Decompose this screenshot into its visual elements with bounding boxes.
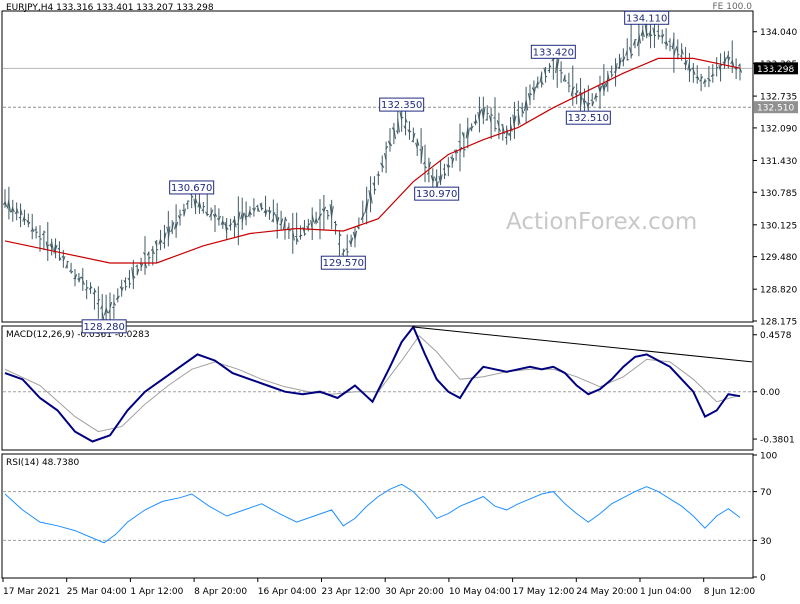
- price-label: 129.570: [323, 258, 364, 269]
- price-tick-label: 128.820: [760, 286, 797, 296]
- price-label: 130.670: [171, 183, 212, 194]
- price-bar-open: [420, 150, 422, 151]
- rsi-tick-label: 0: [760, 574, 766, 584]
- price-bar-close: [44, 232, 46, 233]
- price-bar-close: [36, 232, 38, 233]
- main-title: EURJPY,H4 133.316 133.401 133.207 133.29…: [6, 3, 214, 13]
- price-bar-open: [458, 141, 460, 142]
- price-label: 132.510: [568, 113, 609, 124]
- price-bar-close: [149, 257, 151, 258]
- rsi-tick-label: 30: [760, 537, 772, 547]
- x-tick-label: 1 Jun 04:00: [640, 587, 692, 597]
- price-tick-label: 131.430: [760, 157, 797, 167]
- price-bar-open: [657, 31, 659, 32]
- x-tick-label: 25 Mar 04:00: [67, 587, 127, 597]
- price-bar-open: [346, 249, 348, 250]
- x-tick-label: 30 Apr 20:00: [385, 587, 444, 597]
- price-bar-close: [180, 215, 182, 216]
- price-bar-close: [612, 75, 614, 76]
- x-tick-label: 17 Mar 2021: [3, 587, 60, 597]
- price-label: 130.970: [416, 189, 457, 200]
- macd-tick-label: 0.4578: [760, 331, 792, 341]
- price-tick-label: 132.735: [760, 93, 797, 103]
- x-tick-label: 23 Apr 12:00: [322, 587, 381, 597]
- price-tick-label: 133.395: [760, 60, 797, 70]
- x-tick-label: 17 May 12:00: [513, 587, 575, 597]
- price-label: 134.110: [626, 13, 667, 24]
- x-tick-label: 24 May 20:00: [576, 587, 638, 597]
- price-tick-label: 129.480: [760, 253, 797, 263]
- price-tick-label: 130.125: [760, 221, 797, 231]
- price-label: 128.280: [83, 322, 124, 333]
- watermark: ActionForex.com: [506, 209, 697, 235]
- rsi-title: RSI(14) 48.7380: [6, 458, 79, 468]
- price-bar-open: [163, 243, 165, 244]
- price-tick-label: 132.090: [760, 124, 797, 134]
- price-label: 133.420: [533, 47, 574, 58]
- x-tick-label: 16 Apr 04:00: [258, 587, 317, 597]
- price-bar-open: [591, 100, 593, 101]
- price-bar-open: [505, 137, 507, 138]
- price-bar-close: [126, 286, 128, 287]
- price-label: 132.350: [381, 100, 422, 111]
- x-tick-label: 8 Apr 20:00: [194, 587, 247, 597]
- price-bar-close: [188, 201, 190, 202]
- price-level-label: 132.510: [757, 104, 794, 114]
- price-tick-label: 130.785: [760, 189, 797, 199]
- fe-label: FE 100.0: [713, 2, 753, 12]
- price-bar-close: [48, 245, 50, 246]
- price-bar-open: [443, 169, 445, 170]
- rsi-tick-label: 70: [760, 488, 772, 498]
- x-tick-label: 8 Jun 12:00: [704, 587, 756, 597]
- macd-tick-label: -0.3801: [760, 436, 795, 446]
- price-bar-open: [560, 70, 562, 71]
- x-tick-label: 1 Apr 12:00: [130, 587, 183, 597]
- price-bar-close: [546, 76, 548, 77]
- price-bar-close: [705, 81, 707, 82]
- macd-tick-label: 0.00: [760, 388, 780, 398]
- x-tick-label: 10 May 04:00: [449, 587, 511, 597]
- price-tick-label: 128.175: [760, 318, 797, 328]
- rsi-tick-label: 100: [760, 452, 777, 462]
- macd-title: MACD(12,26,9) -0.0361 -0.0283: [6, 330, 150, 340]
- price-tick-label: 134.040: [760, 28, 797, 38]
